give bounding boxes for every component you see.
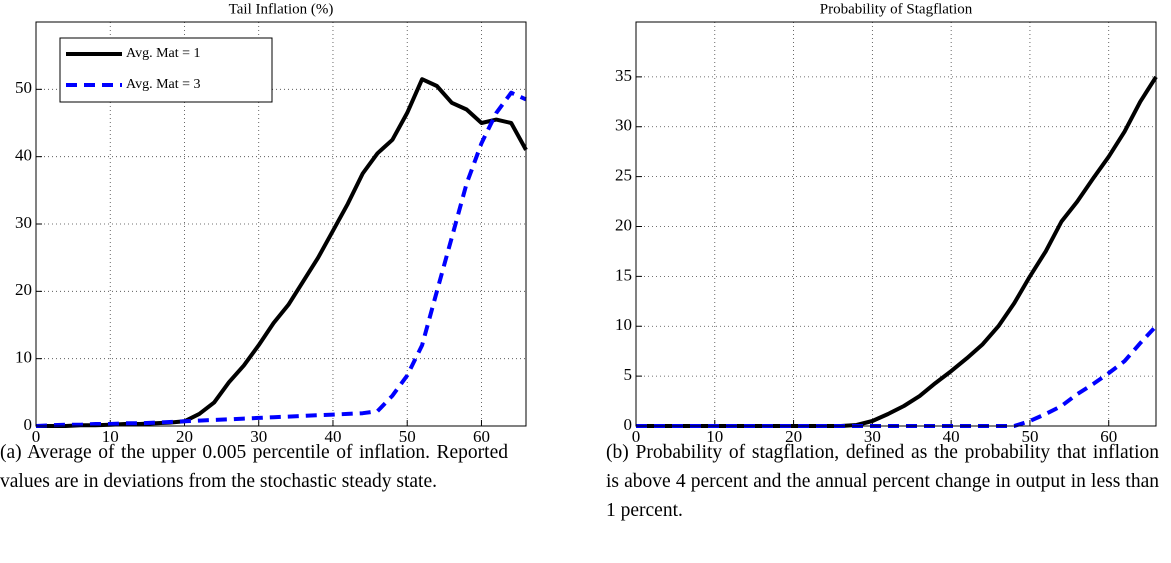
y-tick-label: 0	[24, 415, 33, 434]
x-tick-label: 0	[632, 427, 641, 446]
y-tick-label: 5	[624, 365, 633, 384]
chart-title: Probability of Stagflation	[820, 1, 973, 17]
legend-label: Avg. Mat = 3	[126, 77, 201, 92]
y-tick-label: 20	[15, 280, 32, 299]
x-tick-label: 60	[1100, 427, 1117, 446]
plot-frame	[635, 21, 1157, 427]
x-tick-label: 0	[32, 427, 41, 446]
caption: (b) Probability of stagflation, defined …	[606, 442, 1159, 521]
y-tick-label: 0	[624, 415, 633, 434]
y-tick-label: 30	[615, 116, 632, 135]
series-line	[36, 77, 528, 428]
x-tick-label: 60	[473, 427, 490, 446]
y-tick-label: 30	[15, 213, 32, 232]
y-tick-label: 15	[615, 265, 632, 284]
legend-box	[59, 37, 273, 103]
y-tick-label: 40	[15, 146, 32, 165]
chart-title: Tail Inflation (%)	[229, 1, 334, 17]
series-line	[35, 90, 527, 428]
x-tick-label: 50	[1021, 427, 1038, 446]
y-tick-label: 50	[15, 78, 32, 97]
plot-frame	[35, 21, 527, 427]
x-tick-label: 40	[943, 427, 960, 446]
y-tick-label: 20	[615, 215, 632, 234]
caption: (a) Average of the upper 0.005 percentil…	[0, 442, 508, 492]
x-tick-label: 50	[399, 427, 416, 446]
x-tick-label: 10	[706, 427, 723, 446]
x-tick-label: 20	[785, 427, 802, 446]
legend-label: Avg. Mat = 1	[126, 46, 201, 61]
y-tick-label: 35	[615, 66, 632, 85]
x-tick-label: 40	[324, 427, 341, 446]
x-tick-label: 10	[102, 427, 119, 446]
series-line	[636, 75, 1158, 428]
y-tick-label: 10	[615, 315, 632, 334]
y-tick-label: 25	[615, 166, 632, 185]
x-tick-label: 20	[176, 427, 193, 446]
y-tick-label: 10	[15, 348, 32, 367]
x-tick-label: 30	[864, 427, 881, 446]
x-tick-label: 30	[250, 427, 267, 446]
